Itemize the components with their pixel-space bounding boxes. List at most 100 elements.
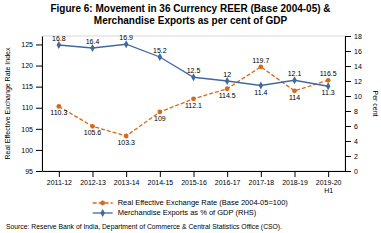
marker (90, 44, 95, 52)
plot-frame (42, 36, 345, 171)
marker (124, 40, 129, 48)
tick-mark (36, 66, 42, 67)
tick: 2011-12 (47, 171, 72, 186)
legend-item: Merchandise Exports as % of GDP (RHS) (93, 208, 257, 217)
data-label: 119.7 (252, 57, 269, 64)
tick: 105 (21, 126, 42, 133)
tick-mark (328, 171, 329, 177)
tick: 16 (345, 48, 362, 55)
source-note: Source: Reserve Bank of India, Departmen… (6, 223, 282, 231)
tick-label: 6 (354, 123, 358, 130)
subtitle: Merchandise Exports as per cent of GDP (94, 15, 288, 26)
tick-label-line: 2011-12 (47, 179, 72, 186)
x-axis: 2011-12 2012-13 2013-14 2014-15 2015-16 2016-… (43, 171, 346, 194)
tick-label: 2018-19 (282, 179, 308, 186)
data-label: 116.5 (320, 70, 337, 77)
data-label: 103.3 (117, 139, 135, 146)
tick: 8 (345, 108, 358, 115)
tick-label: 2011-12 (47, 179, 72, 186)
tick-mark (194, 171, 195, 177)
tick-mark (59, 171, 60, 177)
marker (225, 77, 230, 85)
tick: 95 (25, 168, 42, 175)
tick-label-line: 2012-13 (80, 179, 106, 186)
tick-label: 110 (22, 104, 33, 111)
tick-mark (36, 171, 42, 172)
tick-label: 8 (354, 108, 358, 115)
tick-label: 2017-18 (248, 179, 274, 186)
data-label: 16.8 (52, 35, 66, 42)
tick: 2013-14 (114, 171, 140, 186)
marker (157, 110, 162, 115)
marker (292, 88, 297, 93)
tick-label: 125 (21, 41, 33, 48)
data-label: 114 (289, 94, 300, 101)
tick-label: 115 (22, 83, 33, 90)
line (59, 67, 328, 136)
axis-line (42, 37, 43, 172)
tick-mark (126, 171, 127, 177)
marker (158, 53, 163, 61)
tick: 120 (21, 62, 42, 69)
y2-axis: 024681012141618 (345, 33, 362, 175)
tick-label: 0 (354, 168, 358, 175)
tick-mark (345, 171, 351, 172)
tick: 125 (21, 41, 42, 48)
tick-label: 2016-17 (215, 179, 241, 186)
tick: 14 (345, 63, 362, 70)
marker (191, 73, 196, 81)
tick-mark (345, 36, 351, 37)
y-axis-title: Real Effective Exchange Rate Index (4, 47, 12, 159)
tick: 12 (345, 78, 362, 85)
tick-mark (227, 171, 228, 177)
tick-mark (345, 66, 351, 67)
marker (90, 124, 95, 129)
tick-mark (36, 150, 42, 151)
tick-label: 2012-13 (80, 179, 106, 186)
tick-label: 100 (21, 147, 33, 154)
data-label: 16.9 (119, 34, 133, 41)
tick-label: 2019-20H1 (316, 179, 342, 194)
legend-label: Real Effective Exchange Rate (Base 2004-… (118, 198, 289, 207)
tick-label: 2015-16 (181, 179, 207, 186)
marker (258, 64, 263, 69)
tick-label-line: 2019-20 (316, 179, 342, 186)
tick-label-line: 2016-17 (215, 179, 241, 186)
marker (225, 86, 230, 91)
tick-label: 14 (354, 63, 362, 70)
chart: Figure 6: Movement in 36 Currency REER (… (0, 0, 381, 233)
tick-mark (345, 81, 351, 82)
tick: 18 (345, 33, 362, 40)
legend-marker (100, 201, 105, 206)
y-axis: 95 100 105 110 115 120 125 (21, 37, 42, 175)
legend-item: Real Effective Exchange Rate (Base 2004-… (93, 198, 289, 207)
tick-mark (93, 171, 94, 177)
data-label: 105.6 (84, 129, 102, 136)
tick-mark (261, 171, 262, 177)
marker (56, 104, 61, 109)
title: Figure 6: Movement in 36 Currency REER (… (50, 3, 330, 14)
data-label: 16.4 (86, 38, 100, 45)
data-label: 110.3 (50, 109, 67, 116)
plot-area (56, 40, 330, 138)
tick-label-line: 2017-18 (248, 179, 274, 186)
legend-marker (100, 209, 105, 217)
tick-label: 2014-15 (147, 179, 173, 186)
tick-label-line: 2018-19 (282, 179, 308, 186)
marker (191, 96, 196, 101)
tick: 4 (345, 138, 358, 145)
tick-mark (345, 126, 351, 127)
tick: 0 (345, 168, 358, 175)
tick-label-line: 2013-14 (114, 179, 140, 186)
tick-mark (345, 96, 351, 97)
tick: 2 (345, 153, 358, 160)
tick: 115 (22, 83, 42, 90)
data-label: 12.1 (288, 70, 302, 77)
data-label: 109 (154, 115, 166, 122)
tick-mark (295, 171, 296, 177)
tick-label-line: 2015-16 (181, 179, 207, 186)
tick-mark (36, 44, 42, 45)
line (59, 44, 328, 86)
tick-label-line: H1 (324, 187, 333, 194)
tick-mark (36, 129, 42, 130)
